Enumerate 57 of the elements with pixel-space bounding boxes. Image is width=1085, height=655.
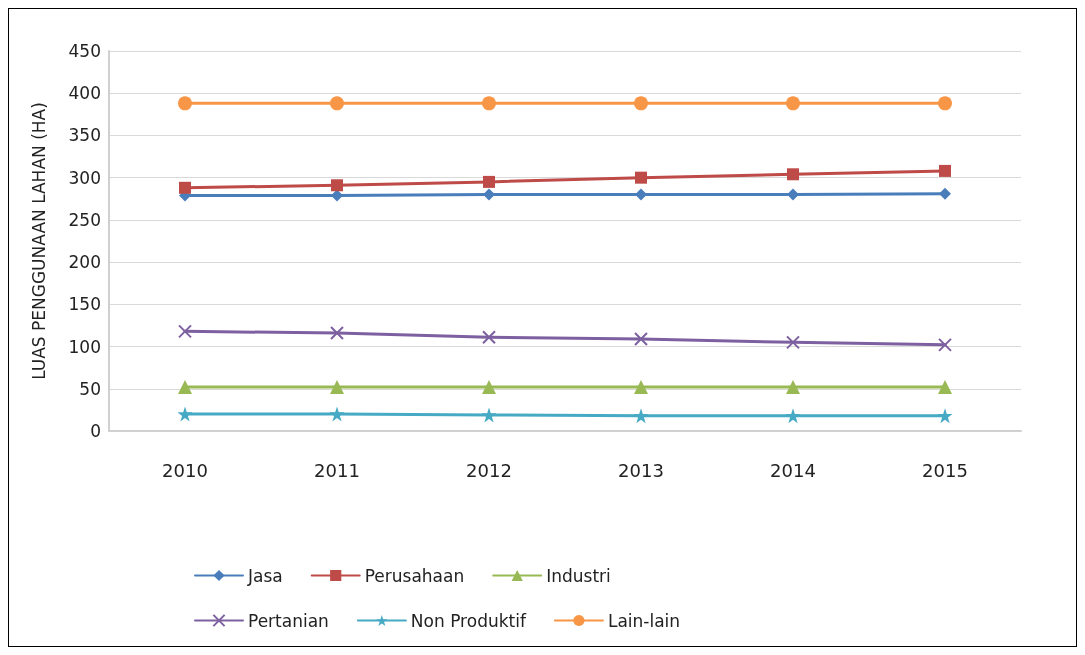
point	[177, 406, 193, 422]
point	[937, 408, 953, 424]
point	[483, 175, 495, 188]
point	[178, 380, 192, 395]
point	[786, 96, 800, 111]
point	[330, 326, 344, 341]
x-tick-label: 2015	[922, 459, 968, 481]
y-tick-label: 50	[79, 378, 101, 399]
y-tick-label: 350	[68, 125, 101, 146]
legend-label: Industri	[546, 565, 611, 586]
legend-label: Non Produktif	[410, 610, 527, 631]
point	[330, 380, 344, 395]
y-tick-label: 0	[90, 421, 101, 441]
point	[178, 324, 192, 339]
point	[634, 380, 648, 395]
legend-label: Lain-lain	[607, 610, 681, 631]
point	[482, 380, 496, 395]
x-tick-label: 2014	[770, 459, 816, 481]
point	[178, 96, 192, 111]
point	[938, 380, 952, 395]
point	[785, 408, 801, 424]
point	[634, 96, 648, 111]
point	[786, 380, 800, 395]
point	[482, 330, 496, 345]
y-axis-title: LUAS PENGGUNAAN LAHAN (HA)	[28, 102, 49, 380]
point	[634, 331, 648, 346]
point	[482, 96, 496, 111]
x-tick-label: 2011	[314, 459, 360, 481]
x-tick-label: 2013	[618, 459, 664, 481]
point	[787, 188, 799, 201]
point	[179, 181, 191, 194]
x-tick-label: 2010	[162, 459, 208, 481]
point	[635, 171, 647, 184]
y-tick-label: 250	[68, 209, 101, 230]
y-tick-label: 400	[68, 83, 101, 104]
y-tick-label: 200	[68, 252, 101, 273]
point	[939, 164, 951, 177]
y-tick-label: 100	[68, 336, 101, 357]
point	[787, 168, 799, 181]
legend-label: Pertanian	[248, 610, 329, 631]
point	[633, 408, 649, 424]
point	[786, 335, 800, 350]
point	[939, 187, 951, 200]
point	[483, 188, 495, 201]
point	[635, 188, 647, 201]
y-tick-label: 450	[68, 41, 101, 61]
point	[330, 96, 344, 111]
point	[481, 407, 497, 423]
point	[331, 179, 343, 192]
y-tick-label: 150	[68, 294, 101, 315]
x-tick-label: 2012	[466, 459, 512, 481]
point	[329, 406, 345, 422]
point	[938, 96, 952, 111]
point	[938, 337, 952, 352]
legend-label: Jasa	[247, 565, 283, 586]
y-tick-label: 300	[68, 167, 101, 188]
legend-label: Perusahaan	[364, 565, 465, 586]
